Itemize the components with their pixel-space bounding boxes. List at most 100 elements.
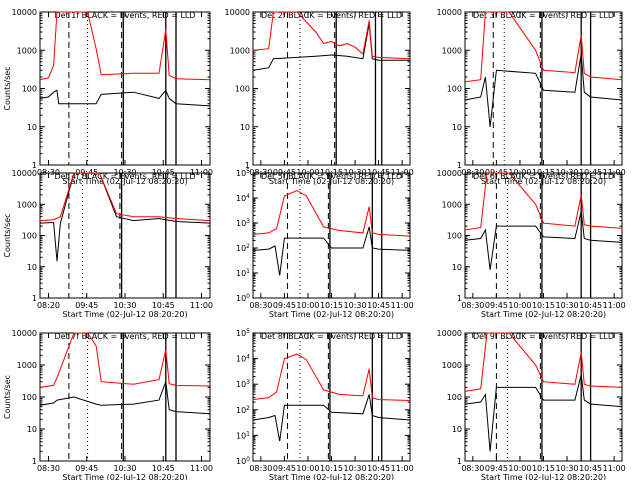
- y-tick-exponent: 1: [246, 430, 250, 437]
- y-axis-title: Counts/sec: [3, 66, 12, 110]
- y-tick-label: 100: [22, 85, 37, 94]
- panel-title: Det 5f BLACK = Events, RED = LLD: [261, 172, 402, 181]
- panel-det-6: 1 10 100 1000 10000 08:30 09:45 10:00 10:15 10:30…: [437, 169, 626, 319]
- plot-frame: [39, 11, 211, 166]
- series-line-events: [252, 394, 411, 442]
- x-tick-label: 10:00: [508, 464, 531, 473]
- y-tick-label: 100: [447, 393, 462, 402]
- x-tick-label: 10:30: [556, 301, 579, 310]
- y-tick-label: 100: [236, 456, 250, 466]
- series-line-lld: [252, 189, 411, 237]
- plot-frame: [39, 172, 211, 299]
- y-tick-label: 10: [27, 425, 37, 434]
- x-axis-title: Start Time (02-Jul-12 08:20:20): [481, 310, 606, 319]
- y-tick-label: 103: [236, 218, 250, 228]
- panel-det-4: 1 10 100 1000 10000 08:20 09:45 10:30 10:45 11:00…: [3, 169, 213, 319]
- y-tick-label: 100: [235, 85, 250, 94]
- x-tick-label: 09:45: [485, 301, 508, 310]
- y-tick-label: 100: [447, 85, 462, 94]
- y-tick-label: 1000: [17, 361, 37, 370]
- x-tick-label: 10:00: [508, 301, 531, 310]
- x-tick-label: 10:45: [579, 301, 602, 310]
- x-tick-label: 10:15: [320, 464, 343, 473]
- x-axis-title: Start Time (02-Jul-12 08:20:20): [481, 177, 606, 186]
- y-tick-label: 100: [22, 393, 37, 402]
- x-tick-label: 08:30: [37, 464, 60, 473]
- y-tick-exponent: 1: [246, 268, 250, 275]
- x-tick-label: 10:15: [532, 301, 555, 310]
- x-tick-label: 11:00: [391, 464, 414, 473]
- series-line-lld: [464, 11, 623, 83]
- y-tick-exponent: 3: [246, 379, 250, 386]
- x-tick-label: 09:45: [75, 464, 98, 473]
- series-line-lld: [252, 11, 411, 60]
- series-line-events: [464, 53, 623, 127]
- panel-det-9: 1 10 100 1000 10000 08:30 09:45 10:00 10:15 10:30…: [437, 329, 626, 480]
- x-axis-title: Start Time (02-Jul-12 08:20:20): [269, 310, 394, 319]
- y-tick-label: 1: [32, 457, 37, 466]
- x-tick-label: 10:30: [113, 301, 136, 310]
- y-tick-label: 1: [457, 457, 462, 466]
- panel-title: Det 7f BLACK = Events, RED = LLD: [54, 332, 195, 341]
- x-axis-title: Start Time (02-Jul-12 08:20:20): [269, 473, 394, 480]
- y-tick-label: 102: [236, 405, 250, 415]
- y-tick-label: 10000: [12, 8, 37, 17]
- x-tick-label: 10:30: [344, 464, 367, 473]
- y-tick-label: 10000: [12, 329, 37, 338]
- y-tick-label: 1: [457, 161, 462, 170]
- y-tick-label: 10000: [437, 169, 462, 178]
- y-tick-label: 10: [452, 425, 462, 434]
- series-line-lld: [464, 332, 623, 392]
- x-tick-label: 10:45: [152, 301, 175, 310]
- x-tick-label: 11:00: [391, 301, 414, 310]
- y-tick-label: 1000: [442, 46, 462, 55]
- series-line-events: [39, 89, 211, 107]
- x-tick-label: 09:45: [75, 301, 98, 310]
- x-tick-label: 10:00: [296, 464, 319, 473]
- y-tick-label: 10000: [12, 169, 37, 178]
- y-tick-label: 105: [236, 328, 250, 338]
- y-tick-exponent: 4: [246, 354, 250, 361]
- series-line-lld: [39, 332, 211, 388]
- x-tick-label: 10:30: [556, 464, 579, 473]
- y-tick-label: 10000: [437, 329, 462, 338]
- x-tick-label: 11:00: [190, 301, 213, 310]
- series-line-events: [252, 23, 410, 71]
- x-tick-label: 10:00: [296, 301, 319, 310]
- x-tick-label: 09:45: [273, 464, 296, 473]
- y-tick-label: 105: [236, 168, 250, 178]
- series-line-lld: [39, 172, 211, 222]
- x-axis-title: Start Time (02-Jul-12 08:20:20): [62, 177, 187, 186]
- plot-frame: [464, 332, 623, 462]
- panel-title: Det 3f BLACK = Events, RED = LLD: [473, 11, 614, 20]
- panel-det-7: 1 10 100 1000 10000 08:30 09:45 10:30 10:45 11:00…: [3, 329, 213, 480]
- x-axis-title: Start Time (02-Jul-12 08:20:20): [481, 473, 606, 480]
- y-tick-label: 10000: [225, 8, 250, 17]
- y-tick-label: 1000: [442, 200, 462, 209]
- x-tick-label: 10:15: [320, 301, 343, 310]
- x-tick-label: 10:45: [152, 464, 175, 473]
- y-tick-exponent: 0: [246, 293, 250, 300]
- y-tick-label: 1000: [17, 46, 37, 55]
- x-tick-label: 08:30: [461, 301, 484, 310]
- y-tick-label: 1: [245, 161, 250, 170]
- y-tick-label: 100: [447, 232, 462, 241]
- series-line-lld: [252, 353, 411, 401]
- y-tick-label: 102: [236, 243, 250, 253]
- y-tick-label: 10: [452, 123, 462, 132]
- series-line-lld: [39, 11, 211, 81]
- panel-title: Det 9f BLACK = Events, RED = LLD: [473, 332, 614, 341]
- x-tick-label: 11:00: [603, 464, 626, 473]
- plot-frame: [464, 172, 623, 299]
- x-tick-label: 10:15: [532, 464, 555, 473]
- y-tick-label: 103: [236, 379, 250, 389]
- y-tick-exponent: 5: [246, 328, 250, 335]
- plot-frame: [252, 172, 411, 299]
- series-line-events: [464, 211, 623, 270]
- plot-frame: [252, 332, 411, 462]
- y-tick-label: 1000: [442, 361, 462, 370]
- x-axis-title: Start Time (02-Jul-12 08:20:20): [62, 310, 187, 319]
